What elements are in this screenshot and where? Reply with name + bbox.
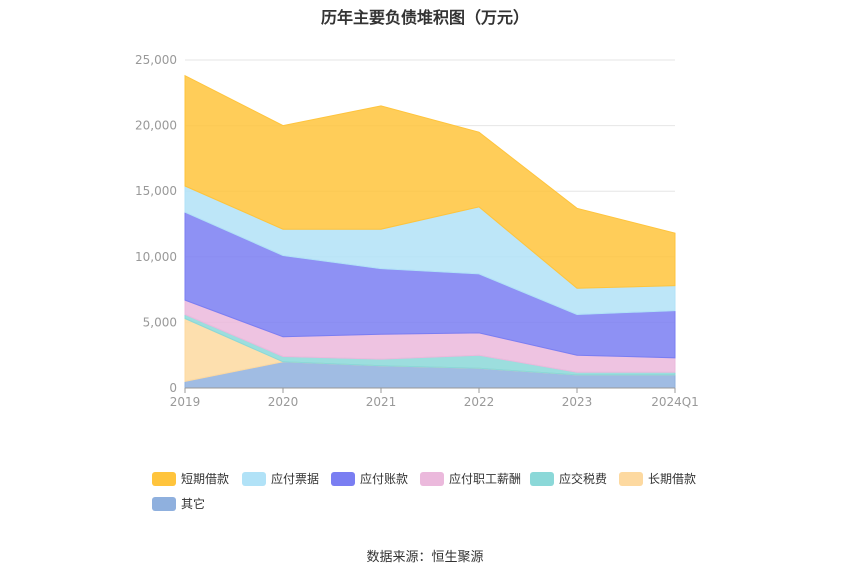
x-tick-label: 2019 — [170, 395, 201, 409]
legend-swatch — [152, 471, 176, 486]
x-tick-label: 2022 — [464, 395, 495, 409]
legend-label: 应交税费 — [559, 472, 608, 486]
legend-item[interactable]: 应付职工薪酬 — [420, 470, 521, 487]
legend-swatch — [420, 471, 444, 486]
legend-item[interactable]: 长期借款 — [619, 470, 696, 487]
chart-title: 历年主要负债堆积图（万元） — [320, 8, 529, 27]
legend-swatch — [619, 471, 643, 486]
y-tick-label: 15,000 — [135, 184, 177, 198]
legend-label: 应付职工薪酬 — [449, 472, 522, 486]
legend-label: 应付账款 — [360, 472, 409, 486]
legend-item[interactable]: 应付账款 — [331, 470, 408, 487]
legend-label: 长期借款 — [648, 472, 697, 486]
legend-swatch — [331, 471, 355, 486]
y-tick-label: 0 — [169, 381, 177, 395]
legend-item[interactable]: 应交税费 — [530, 470, 607, 487]
legend-swatch — [152, 496, 176, 511]
x-tick-label: 2020 — [268, 395, 299, 409]
y-tick-label: 10,000 — [135, 250, 177, 264]
y-tick-label: 5,000 — [143, 315, 177, 329]
legend-label: 短期借款 — [181, 472, 230, 486]
legend-swatch — [530, 471, 554, 486]
data-source: 数据来源：恒生聚源 — [366, 550, 484, 565]
legend-item[interactable]: 短期借款 — [152, 470, 229, 487]
y-tick-label: 25,000 — [135, 53, 177, 67]
x-tick-label: 2023 — [562, 395, 593, 409]
y-tick-label: 20,000 — [135, 119, 177, 133]
legend-item[interactable]: 其它 — [152, 495, 205, 512]
legend-item[interactable]: 应付票据 — [242, 470, 319, 487]
x-tick-label: 2024Q1 — [651, 395, 699, 409]
x-tick-label: 2021 — [366, 395, 397, 409]
area-series — [184, 74, 676, 289]
legend-swatch — [242, 471, 266, 486]
legend-label: 其它 — [181, 497, 206, 511]
legend-label: 应付票据 — [271, 472, 320, 486]
